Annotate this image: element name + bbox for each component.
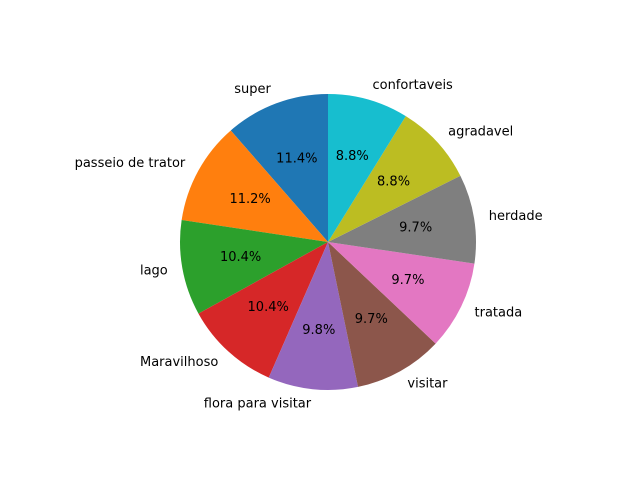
pie-slice-passeio-de-trator xyxy=(181,130,328,242)
pie-slice-flora-para-visitar xyxy=(268,242,359,390)
pie-pct-label-lago: 10.4% xyxy=(220,250,261,265)
pie-slices xyxy=(180,94,477,390)
pie-pct-label-agradavel: 8.8% xyxy=(377,175,410,190)
pie-category-label-passeio-de-trator: passeio de trator xyxy=(75,156,186,171)
pie-slice-confortaveis xyxy=(328,94,406,242)
pie-slice-herdade xyxy=(328,175,477,264)
pie-labels: 11.4% super 11.2% passeio de trator 10.4% lag… xyxy=(75,78,543,412)
pie-slice-agradavel xyxy=(328,116,461,242)
pie-pct-label-passeio-de-trator: 11.2% xyxy=(229,192,270,207)
pie-pct-label-tratada: 9.7% xyxy=(391,273,424,288)
pie-pct-label-confortaveis: 8.8% xyxy=(336,149,369,164)
pie-category-label-herdade: herdade xyxy=(489,209,543,224)
pie-slice-visitar xyxy=(328,242,436,387)
pie-pct-label-visitar: 9.7% xyxy=(355,312,388,327)
pie-slice-maravilhoso xyxy=(198,242,328,378)
pie-pct-label-herdade: 9.7% xyxy=(399,220,432,235)
pie-category-label-maravilhoso: Maravilhoso xyxy=(140,355,218,370)
pie-category-label-super: super xyxy=(234,82,271,97)
pie-category-label-tratada: tratada xyxy=(475,305,523,320)
pie-pct-label-super: 11.4% xyxy=(276,151,317,166)
pie-slice-lago xyxy=(180,219,328,314)
pie-slice-super xyxy=(230,94,328,242)
pie-pct-label-maravilhoso: 10.4% xyxy=(248,300,289,315)
pie-pct-label-flora-para-visitar: 9.8% xyxy=(302,323,335,338)
pie-category-label-lago: lago xyxy=(140,263,168,278)
pie-category-label-visitar: visitar xyxy=(407,377,448,392)
pie-category-label-agradavel: agradavel xyxy=(448,125,513,140)
pie-category-label-confortaveis: confortaveis xyxy=(372,78,453,93)
pie-slice-tratada xyxy=(328,242,475,344)
pie-category-label-flora-para-visitar: flora para visitar xyxy=(204,396,312,411)
